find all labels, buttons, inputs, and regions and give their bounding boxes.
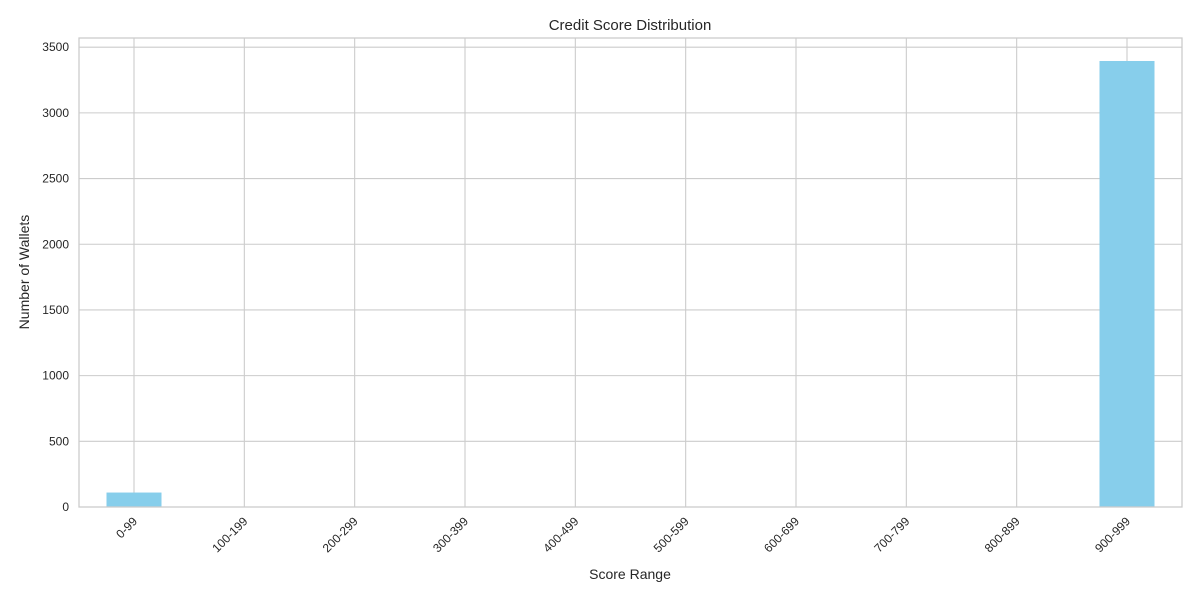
x-axis-label: Score Range — [589, 566, 671, 582]
plot-background — [79, 38, 1182, 507]
x-tick-label: 100-199 — [209, 514, 250, 555]
x-tick-label: 900-999 — [1092, 514, 1133, 555]
y-tick-label: 1500 — [42, 303, 69, 317]
x-tick-label: 500-599 — [651, 514, 692, 555]
y-tick-label: 500 — [49, 434, 69, 448]
x-tick-label: 800-899 — [982, 514, 1023, 555]
y-tick-label: 2000 — [42, 237, 69, 251]
x-tick-label: 300-399 — [430, 514, 471, 555]
y-axis-label: Number of Wallets — [16, 215, 32, 330]
x-axis-ticks: 0-99 100-199 200-299 300-399 400-499 500-599 6… — [113, 514, 1133, 555]
bar — [1099, 60, 1155, 507]
y-tick-label: 2500 — [42, 172, 69, 186]
bar — [106, 492, 162, 507]
chart-title: Credit Score Distribution — [549, 17, 712, 34]
x-tick-label: 600-699 — [761, 514, 802, 555]
y-axis-ticks: 0 500 1000 1500 2000 2500 3000 3500 — [42, 40, 69, 514]
y-tick-label: 1000 — [42, 369, 69, 383]
grid-lines — [79, 38, 1182, 508]
x-tick-label: 400-499 — [540, 514, 581, 555]
plot-frame — [78, 37, 1183, 508]
x-tick-label: 700-799 — [871, 514, 912, 555]
bars — [106, 60, 1155, 507]
x-tick-label: 200-299 — [320, 514, 361, 555]
y-tick-label: 3000 — [42, 106, 69, 120]
y-tick-label: 3500 — [42, 40, 69, 54]
y-tick-label: 0 — [62, 500, 69, 514]
x-tick-label: 0-99 — [113, 514, 140, 541]
